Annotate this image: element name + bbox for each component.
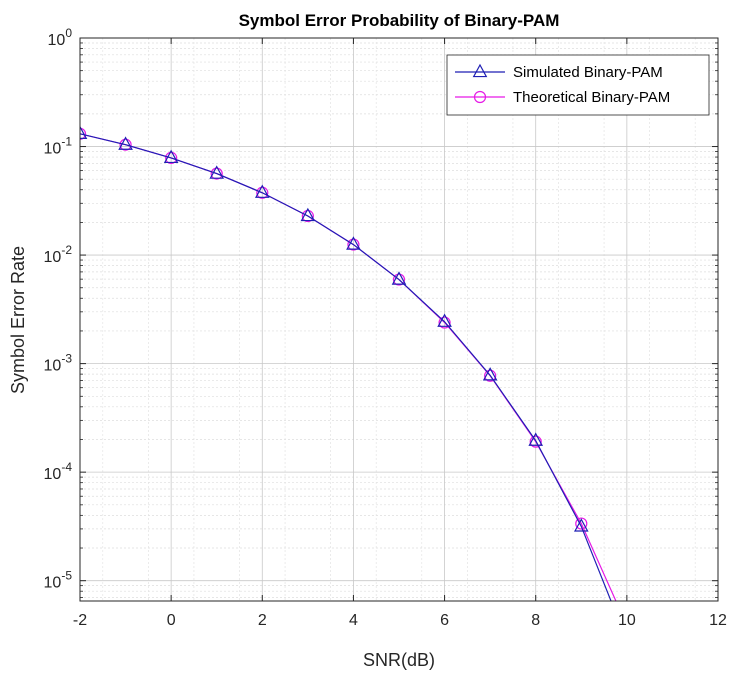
x-tick-label: 10 (618, 612, 636, 629)
theoretical-marker (301, 209, 314, 223)
theoretical-marker (484, 369, 497, 382)
simulated-marker (80, 125, 88, 139)
plot-border (79, 37, 719, 602)
series-line-simulated (80, 133, 612, 601)
simulated-marker (254, 184, 270, 198)
x-tick-label: 12 (709, 612, 727, 629)
simulated-marker (482, 367, 498, 381)
simulated-marker (163, 149, 179, 164)
y-tick-label: 10-1 (44, 135, 73, 158)
simulated-marker (118, 136, 133, 150)
legend: Simulated Binary-PAM Theoretical Binary-P… (446, 54, 710, 116)
theoretical-marker (80, 127, 87, 140)
theoretical-marker (347, 238, 360, 251)
minor-grid (80, 38, 718, 601)
y-tick-label: 10-3 (44, 352, 73, 375)
simulated-marker (437, 313, 452, 327)
x-tick-label: 2 (258, 612, 267, 629)
legend-triangle-marker (472, 63, 488, 78)
y-tick-label: 10-4 (44, 460, 73, 483)
chart-title: Symbol Error Probability of Binary-PAM (239, 11, 560, 30)
theoretical-marker (119, 138, 132, 151)
simulated-marker (209, 165, 225, 179)
simulated-marker (391, 271, 407, 285)
simulated-marker (573, 518, 589, 532)
y-tick-label: 10-2 (44, 243, 73, 266)
x-tick-label: 0 (167, 612, 176, 629)
simulated-marker (346, 236, 361, 250)
plot-area (80, 38, 718, 601)
x-tick-label: 8 (531, 612, 540, 629)
x-tick-label: 6 (440, 612, 449, 629)
simulated-marker (528, 432, 544, 446)
y-tick-label: 10-5 (44, 569, 73, 592)
x-tick-label: 4 (349, 612, 358, 629)
theoretical-marker (438, 316, 451, 329)
simulated-marker (300, 207, 316, 222)
theoretical-marker (256, 186, 269, 199)
x-axis-label: SNR(dB) (363, 650, 435, 670)
legend-label: Simulated Binary-PAM (513, 64, 663, 81)
theoretical-marker (392, 273, 406, 286)
ticks-layer: -2 0 2 4 6 8 10 12 100 10-1 10-2 10-3 10-4 10-5 (44, 26, 727, 629)
theoretical-marker (165, 151, 178, 164)
legend-label: Theoretical Binary-PAM (513, 89, 670, 106)
series-layer (80, 125, 617, 601)
legend-circle-marker (473, 90, 487, 104)
x-tick-label: -2 (73, 612, 87, 629)
y-axis-label: Symbol Error Rate (8, 246, 28, 394)
theoretical-marker (575, 517, 588, 530)
legend-box (446, 54, 710, 116)
theoretical-marker (529, 435, 542, 448)
theoretical-marker (210, 167, 223, 180)
y-tick-label: 100 (48, 26, 73, 49)
